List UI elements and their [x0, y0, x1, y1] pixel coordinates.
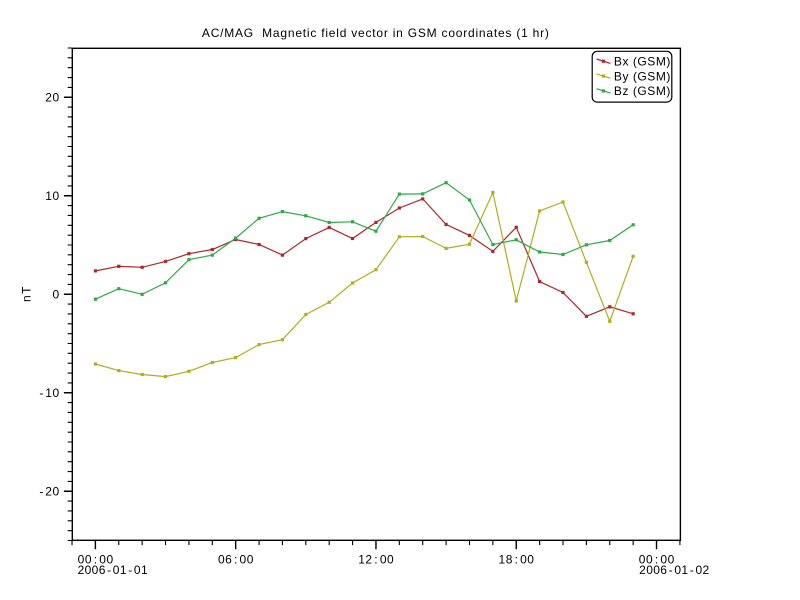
svg-text:AC/MAG Magnetic field vector: AC/MAG Magnetic field vector in GSM coor…: [202, 26, 549, 40]
svg-text:-20: -20: [39, 485, 59, 499]
svg-text:00:00: 00:00: [639, 553, 675, 567]
svg-text:00:00: 00:00: [78, 553, 114, 567]
svg-text:2006-01-01: 2006-01-01: [78, 563, 148, 577]
svg-text:nT: nT: [20, 286, 34, 302]
svg-text:0: 0: [52, 288, 59, 302]
svg-text:12:00: 12:00: [358, 553, 394, 567]
svg-text:Bz (GSM): Bz (GSM): [614, 84, 671, 98]
svg-text:Bx (GSM): Bx (GSM): [614, 54, 671, 68]
svg-text:10: 10: [45, 189, 59, 203]
svg-text:20: 20: [45, 91, 59, 105]
svg-text:-10: -10: [39, 386, 59, 400]
svg-text:06:00: 06:00: [218, 553, 254, 567]
svg-text:By (GSM): By (GSM): [614, 69, 671, 83]
svg-text:2006-01-02: 2006-01-02: [639, 563, 709, 577]
svg-text:18:00: 18:00: [499, 553, 535, 567]
